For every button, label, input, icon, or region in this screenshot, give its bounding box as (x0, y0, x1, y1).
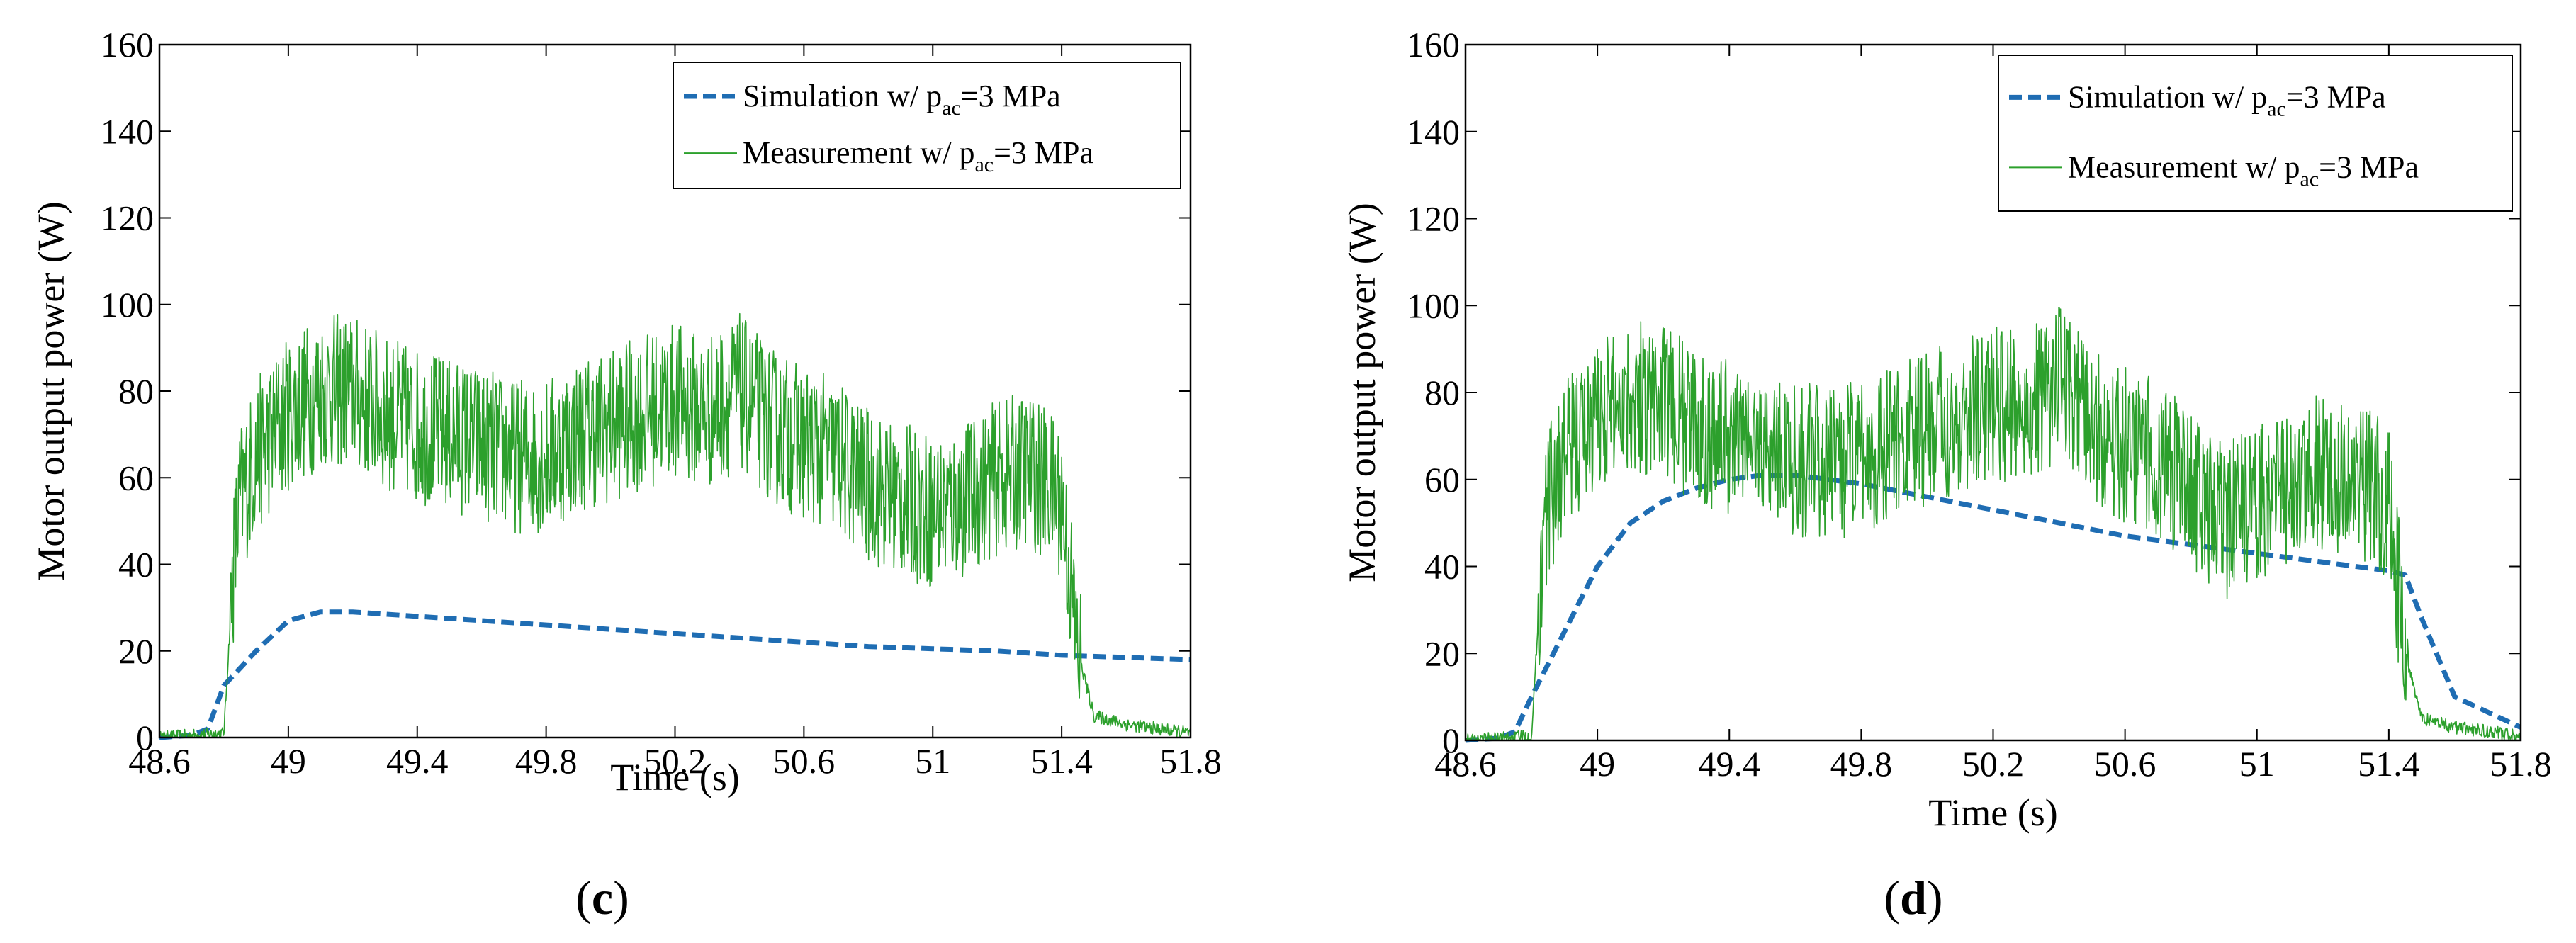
simulation-layer (1465, 473, 2522, 743)
chart-panel-d: 48.6 49 49.4 49.8 50.2 50.6 51 51.4 51.8 0 20 40 60 8… (1341, 25, 2552, 925)
y-tick-label: 120 (1407, 199, 1460, 239)
x-tick-label: 51.4 (2358, 744, 2420, 784)
x-tick-label: 48.6 (1434, 744, 1497, 784)
panel-label-c: (c) (575, 871, 629, 925)
legend: Simulation w/ pac=3 MPa Measurement w/ p… (1998, 55, 2513, 212)
x-tick-label: 49 (1580, 744, 1615, 784)
x-tick-label: 51 (2239, 744, 2275, 784)
series-simulation-line (159, 609, 1191, 740)
series-measurement-line (1465, 307, 2521, 741)
y-axis-label: Motor output power (W) (30, 201, 72, 580)
x-tick-label: 50.2 (1962, 744, 2025, 784)
y-tick-label: 160 (101, 25, 154, 64)
y-tick-label: 100 (1407, 286, 1460, 325)
x-tick-label: 51.8 (2490, 744, 2552, 784)
x-tick-label: 50.6 (2094, 744, 2156, 784)
series-measurement-line (159, 312, 1191, 738)
measurement-layer (1465, 307, 2521, 741)
legend-box (1998, 55, 2513, 212)
y-tick-label: 80 (1424, 373, 1460, 412)
x-tick-label: 49.8 (1830, 744, 1893, 784)
y-tick-label: 60 (1424, 460, 1460, 499)
legend-entry-simulation: Simulation w/ pac=3 MPa (743, 79, 1061, 120)
y-tick-label: 140 (1407, 112, 1460, 152)
y-axis-label: Motor output power (W) (1341, 203, 1383, 582)
y-tick-label: 0 (1442, 721, 1460, 760)
x-axis-label: Time (s) (1928, 791, 2058, 834)
x-tick-label: 49.4 (1699, 744, 1761, 784)
y-tick-label: 120 (101, 198, 154, 238)
y-tick-label: 100 (101, 285, 154, 324)
panel-label-d: (d) (1884, 871, 1942, 925)
y-tick-label: 80 (118, 371, 154, 411)
x-tick-label: 48.6 (128, 741, 191, 781)
axis-ticks: 48.6 49 49.4 49.8 50.2 50.6 51 51.4 51.8 0 20 40 60 8… (1407, 25, 2552, 784)
x-tick-label: 51.4 (1030, 741, 1093, 781)
y-tick-label: 40 (118, 545, 154, 585)
axis-ticks: 48.6 49 49.4 49.8 50.2 50.6 51 51.4 51.8 0 20 40 60 8… (101, 25, 1222, 781)
simulation-layer (159, 609, 1191, 740)
x-tick-label: 50.6 (773, 741, 836, 781)
legend-entry-measurement: Measurement w/ pac=3 MPa (743, 135, 1093, 176)
x-tick-label: 49.4 (386, 741, 449, 781)
y-tick-label: 20 (118, 631, 154, 671)
series-simulation-line (1465, 473, 2522, 743)
y-tick-label: 40 (1424, 547, 1460, 587)
y-tick-label: 140 (101, 111, 154, 151)
x-tick-label: 50.2 (644, 741, 707, 781)
x-tick-label: 51.8 (1159, 741, 1222, 781)
chart-panel-c: 48.6 49 49.4 49.8 50.2 50.6 51 51.4 51.8 0 20 40 60 8… (30, 25, 1222, 925)
legend-entry-measurement: Measurement w/ pac=3 MPa (2068, 149, 2419, 191)
y-tick-label: 20 (1424, 633, 1460, 673)
x-tick-label: 49.8 (515, 741, 578, 781)
x-tick-label: 49 (271, 741, 306, 781)
x-tick-label: 51 (915, 741, 950, 781)
legend-box (673, 62, 1181, 189)
measurement-layer (159, 312, 1191, 738)
y-tick-label: 60 (118, 458, 154, 497)
legend-entry-simulation: Simulation w/ pac=3 MPa (2068, 79, 2386, 120)
y-tick-label: 0 (136, 718, 154, 757)
y-tick-label: 160 (1407, 25, 1460, 64)
legend: Simulation w/ pac=3 MPa Measurement w/ p… (673, 62, 1181, 189)
x-axis-label: Time (s) (610, 756, 740, 798)
